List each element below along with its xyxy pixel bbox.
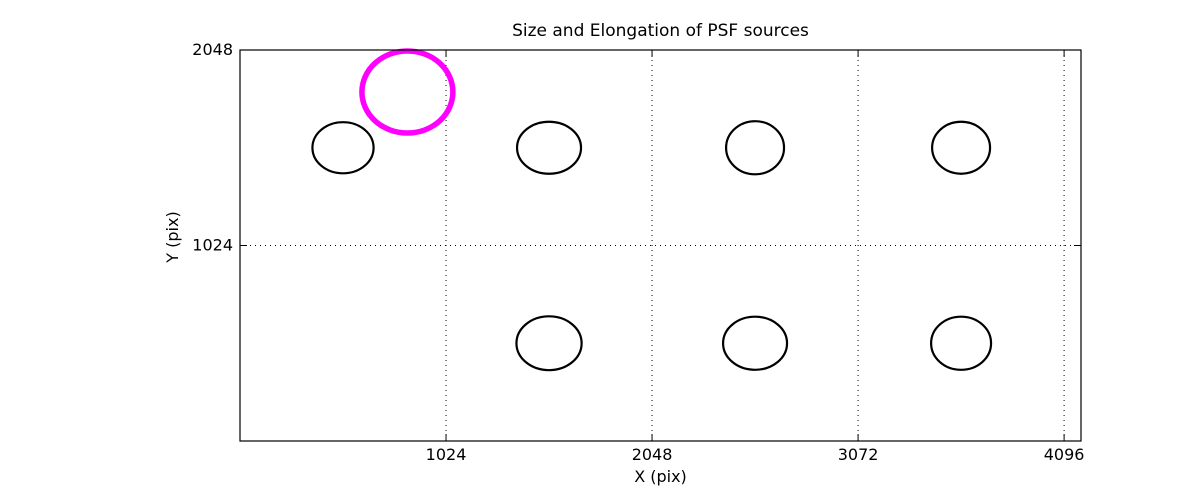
x-tick-label: 2048: [632, 445, 673, 464]
psf-ellipse: [311, 121, 375, 175]
psf-ellipse: [930, 315, 993, 371]
x-tick-label: 3072: [838, 445, 879, 464]
x-tick-label: 1024: [426, 445, 467, 464]
y-tick-label: 2048: [192, 40, 233, 59]
psf-ellipse: [515, 120, 583, 175]
chart-title: Size and Elongation of PSF sources: [512, 21, 809, 41]
psf-ellipse: [515, 315, 583, 372]
psf-ellipse: [721, 315, 789, 371]
psf-ellipse: [724, 120, 786, 176]
psf-ellipse: [931, 120, 992, 175]
x-tick-label: 4096: [1044, 445, 1085, 464]
y-axis-label: Y (pix): [163, 211, 182, 263]
highlighted-psf-ellipse: [359, 48, 456, 136]
x-axis-label: X (pix): [634, 467, 687, 486]
y-tick-label: 1024: [192, 236, 233, 255]
